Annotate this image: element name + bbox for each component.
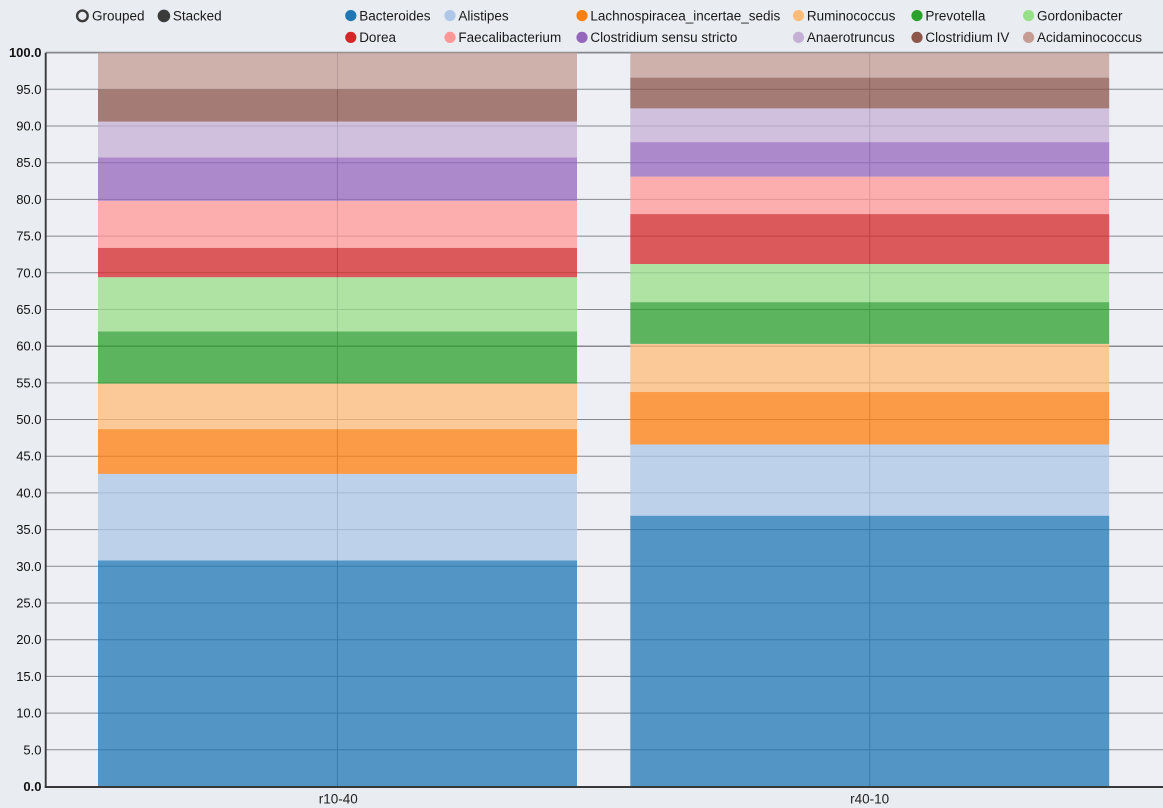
svg-text:Clostridium sensu stricto: Clostridium sensu stricto (590, 30, 737, 45)
svg-text:0.0: 0.0 (23, 779, 41, 794)
svg-text:Bacteroides: Bacteroides (359, 8, 431, 23)
svg-text:45.0: 45.0 (16, 449, 41, 464)
svg-text:100.0: 100.0 (9, 45, 42, 60)
svg-text:25.0: 25.0 (16, 596, 41, 611)
svg-text:Ruminococcus: Ruminococcus (807, 8, 896, 23)
svg-text:Dorea: Dorea (359, 30, 396, 45)
svg-text:Faecalibacterium: Faecalibacterium (458, 30, 561, 45)
svg-text:Alistipes: Alistipes (458, 8, 509, 23)
svg-text:Gordonibacter: Gordonibacter (1037, 8, 1123, 23)
svg-text:Prevotella: Prevotella (925, 8, 986, 23)
svg-text:Clostridium IV: Clostridium IV (925, 30, 1009, 45)
svg-text:50.0: 50.0 (16, 412, 41, 427)
svg-text:35.0: 35.0 (16, 522, 41, 537)
svg-text:Grouped: Grouped (92, 9, 145, 24)
svg-text:60.0: 60.0 (16, 339, 41, 354)
svg-text:10.0: 10.0 (16, 706, 41, 721)
svg-text:15.0: 15.0 (16, 669, 41, 684)
svg-text:80.0: 80.0 (16, 192, 41, 207)
svg-text:Acidaminococcus: Acidaminococcus (1037, 30, 1142, 45)
svg-text:75.0: 75.0 (16, 229, 41, 244)
svg-text:95.0: 95.0 (16, 82, 41, 97)
svg-text:85.0: 85.0 (16, 155, 41, 170)
svg-text:90.0: 90.0 (16, 119, 41, 134)
svg-text:40.0: 40.0 (16, 485, 41, 500)
svg-text:70.0: 70.0 (16, 265, 41, 280)
svg-text:5.0: 5.0 (23, 742, 41, 757)
svg-text:65.0: 65.0 (16, 302, 41, 317)
svg-text:55.0: 55.0 (16, 375, 41, 390)
svg-text:Stacked: Stacked (173, 9, 222, 24)
svg-text:Anaerotruncus: Anaerotruncus (807, 30, 895, 45)
svg-text:20.0: 20.0 (16, 632, 41, 647)
svg-text:30.0: 30.0 (16, 559, 41, 574)
svg-text:Lachnospiracea_incertae_sedis: Lachnospiracea_incertae_sedis (590, 8, 780, 23)
svg-text:r40-10: r40-10 (850, 792, 889, 807)
svg-text:r10-40: r10-40 (319, 792, 358, 807)
